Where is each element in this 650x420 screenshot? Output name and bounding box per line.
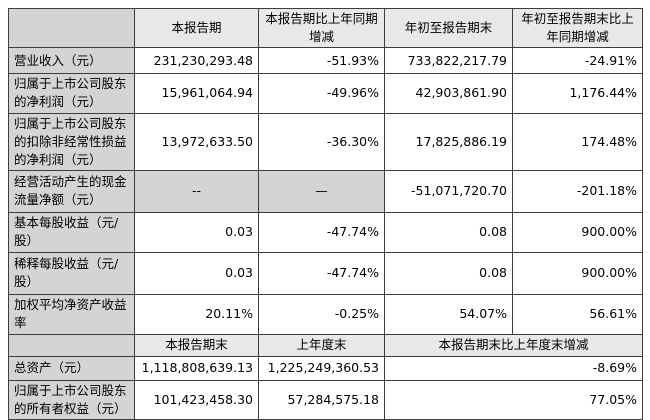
financial-summary-table: 本报告期 本报告期比上年同期增减 年初至报告期末 年初至报告期末比上年同期增减 … (8, 7, 643, 420)
value-cell: -51,071,720.70 (384, 169, 513, 213)
value-cell: -47.74% (258, 251, 385, 295)
value-cell: -8.69% (384, 355, 643, 381)
value-cell: 56.61% (512, 293, 643, 335)
value-cell: 17,825,886.19 (384, 112, 513, 171)
corner-cell (8, 7, 135, 49)
table-row-net-profit: 归属于上市公司股东的净利润（元） 15,961,064.94 -49.96% 4… (8, 73, 643, 114)
col-header-period-yoy-change: 本报告期比上年同期增减 (258, 7, 385, 49)
row-label-cell: 归属于上市公司股东的所有者权益（元） (8, 379, 135, 420)
col-header-current-period-end: 本报告期末 (134, 333, 259, 357)
row-label-cell: 归属于上市公司股东的净利润（元） (8, 73, 135, 114)
row-label-cell: 基本每股收益（元/股） (8, 211, 135, 253)
value-cell: 54.07% (384, 293, 513, 335)
row-label-cell: 营业收入（元） (8, 47, 135, 75)
value-cell: 57,284,575.18 (258, 379, 385, 420)
value-cell: 20.11% (134, 293, 259, 335)
corner-cell (8, 333, 135, 357)
value-cell: -0.25% (258, 293, 385, 335)
table-header-row-period: 本报告期 本报告期比上年同期增减 年初至报告期末 年初至报告期末比上年同期增减 (8, 7, 643, 49)
table-row-net-profit-deducted: 归属于上市公司股东的扣除非经常性损益的净利润（元） 13,972,633.50 … (8, 112, 643, 171)
value-cell: 0.08 (384, 211, 513, 253)
value-cell: 1,225,249,360.53 (258, 355, 385, 381)
value-cell: 174.48% (512, 112, 643, 171)
value-cell: 13,972,633.50 (134, 112, 259, 171)
value-cell: 101,423,458.30 (134, 379, 259, 420)
table-row-revenue: 营业收入（元） 231,230,293.48 -51.93% 733,822,2… (8, 47, 643, 75)
value-cell-na: — (258, 169, 385, 213)
table-row-total-assets: 总资产（元） 1,118,808,639.13 1,225,249,360.53… (8, 355, 643, 381)
table-row-weighted-avg-roe: 加权平均净资产收益率 20.11% -0.25% 54.07% 56.61% (8, 293, 643, 335)
value-cell: 0.03 (134, 211, 259, 253)
value-cell: -51.93% (258, 47, 385, 75)
value-cell: 231,230,293.48 (134, 47, 259, 75)
table-row-basic-eps: 基本每股收益（元/股） 0.03 -47.74% 0.08 900.00% (8, 211, 643, 253)
value-cell: 15,961,064.94 (134, 73, 259, 114)
value-cell: 900.00% (512, 251, 643, 295)
row-label-cell: 归属于上市公司股东的扣除非经常性损益的净利润（元） (8, 112, 135, 171)
value-cell: -201.18% (512, 169, 643, 213)
value-cell: 1,118,808,639.13 (134, 355, 259, 381)
value-cell: 0.08 (384, 251, 513, 295)
col-header-prior-year-end: 上年度末 (258, 333, 385, 357)
table-row-shareholders-equity: 归属于上市公司股东的所有者权益（元） 101,423,458.30 57,284… (8, 379, 643, 420)
value-cell: 0.03 (134, 251, 259, 295)
table-row-operating-cash-flow: 经营活动产生的现金流量净额（元） -- — -51,071,720.70 -20… (8, 169, 643, 213)
col-header-ytd-yoy-change: 年初至报告期末比上年同期增减 (512, 7, 643, 49)
col-header-current-period: 本报告期 (134, 7, 259, 49)
col-header-period-end-change: 本报告期末比上年度末增减 (384, 333, 643, 357)
value-cell: -24.91% (512, 47, 643, 75)
row-label-cell: 稀释每股收益（元/股） (8, 251, 135, 295)
table-row-diluted-eps: 稀释每股收益（元/股） 0.03 -47.74% 0.08 900.00% (8, 251, 643, 295)
row-label-cell: 加权平均净资产收益率 (8, 293, 135, 335)
value-cell-na: -- (134, 169, 259, 213)
table-header-row-period-end: 本报告期末 上年度末 本报告期末比上年度末增减 (8, 333, 643, 357)
value-cell: 733,822,217.79 (384, 47, 513, 75)
value-cell: -49.96% (258, 73, 385, 114)
value-cell: -47.74% (258, 211, 385, 253)
row-label-cell: 经营活动产生的现金流量净额（元） (8, 169, 135, 213)
value-cell: -36.30% (258, 112, 385, 171)
value-cell: 42,903,861.90 (384, 73, 513, 114)
col-header-ytd: 年初至报告期末 (384, 7, 513, 49)
value-cell: 900.00% (512, 211, 643, 253)
value-cell: 77.05% (384, 379, 643, 420)
row-label-cell: 总资产（元） (8, 355, 135, 381)
value-cell: 1,176.44% (512, 73, 643, 114)
